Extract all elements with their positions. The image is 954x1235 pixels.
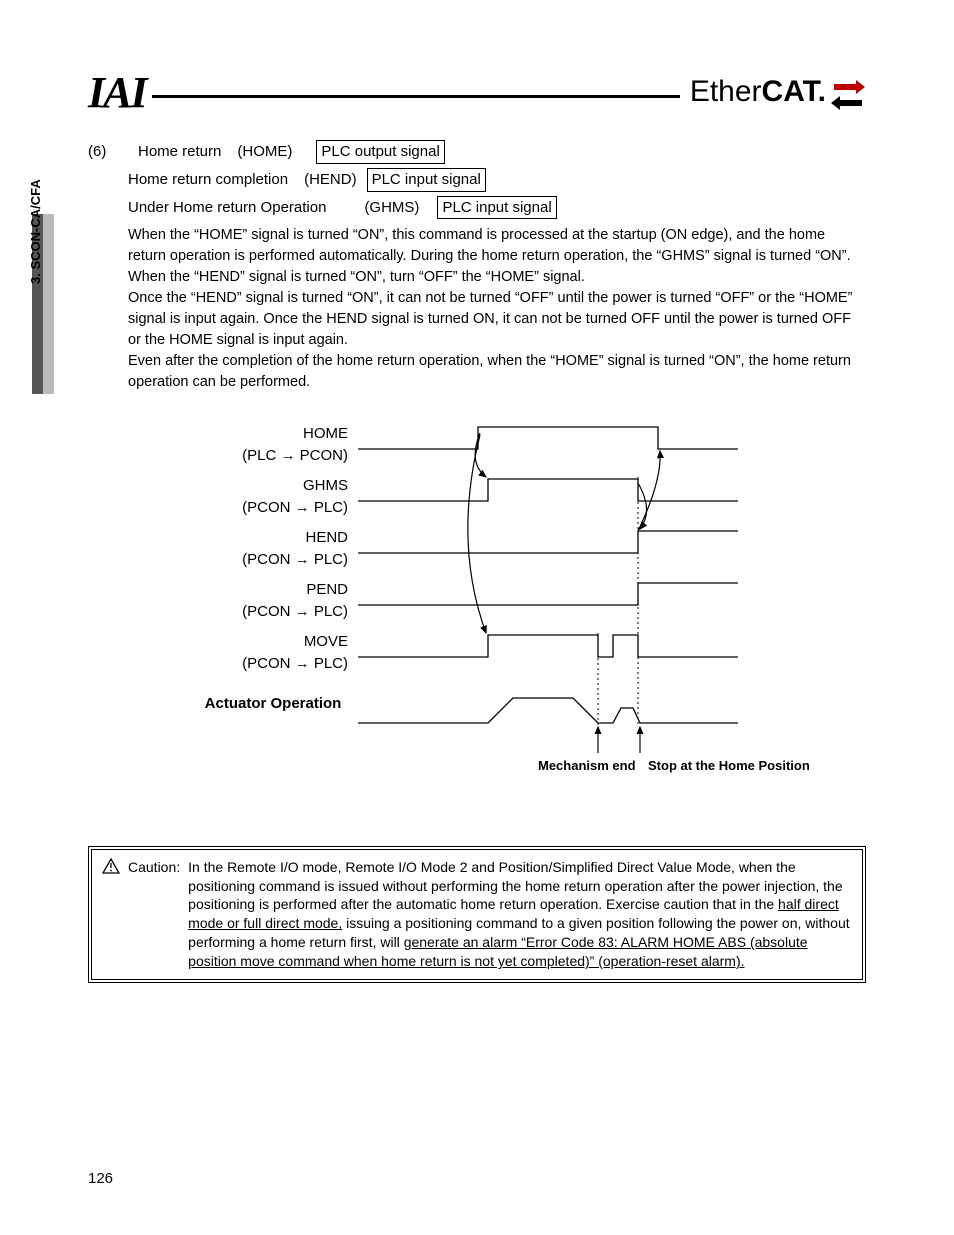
caution-text: In the Remote I/O mode, Remote I/O Mode … <box>188 858 852 971</box>
ethercat-arrow-icon <box>830 74 866 110</box>
item-number: (6) <box>88 141 128 163</box>
sig-box: PLC input signal <box>367 168 486 192</box>
para: Even after the completion of the home re… <box>128 351 866 393</box>
signal-row-3: Under Home return Operation (GHMS) PLC i… <box>128 196 866 220</box>
header-rule <box>152 95 680 98</box>
sig-box: PLC output signal <box>316 140 444 164</box>
ethercat-text: EtherCAT. <box>690 75 826 109</box>
iai-logo: IAI <box>88 67 146 118</box>
warning-icon <box>102 858 120 971</box>
body-text: When the “HOME” signal is turned “ON”, t… <box>128 225 866 393</box>
signal-row-2: Home return completion (HEND) PLC input … <box>128 168 866 192</box>
content-area: (6) Home return (HOME) PLC output signal… <box>88 140 866 803</box>
timing-diagram: HOME(PLC → PCON) GHMS(PCON → PLC) HEND(P… <box>198 423 866 803</box>
section-label: 3. SCON-CA/CFA <box>28 179 43 284</box>
page-header: IAI EtherCAT. <box>88 68 866 116</box>
caution-box: Caution: In the Remote I/O mode, Remote … <box>88 846 866 983</box>
para: When the “HEND” signal is turned “ON”, t… <box>128 267 866 288</box>
signal-row-1: (6) Home return (HOME) PLC output signal <box>88 140 866 164</box>
para: Once the “HEND” signal is turned “ON”, i… <box>128 288 866 351</box>
caution-label: Caution: <box>128 858 180 971</box>
sig-box: PLC input signal <box>437 196 556 220</box>
para: When the “HOME” signal is turned “ON”, t… <box>128 225 866 267</box>
timing-svg <box>358 423 778 783</box>
ethercat-logo: EtherCAT. <box>690 74 866 110</box>
diag-note-left: Mechanism end <box>538 757 636 776</box>
diag-note-right: Stop at the Home Position <box>648 757 810 776</box>
page-number: 126 <box>88 1170 113 1187</box>
